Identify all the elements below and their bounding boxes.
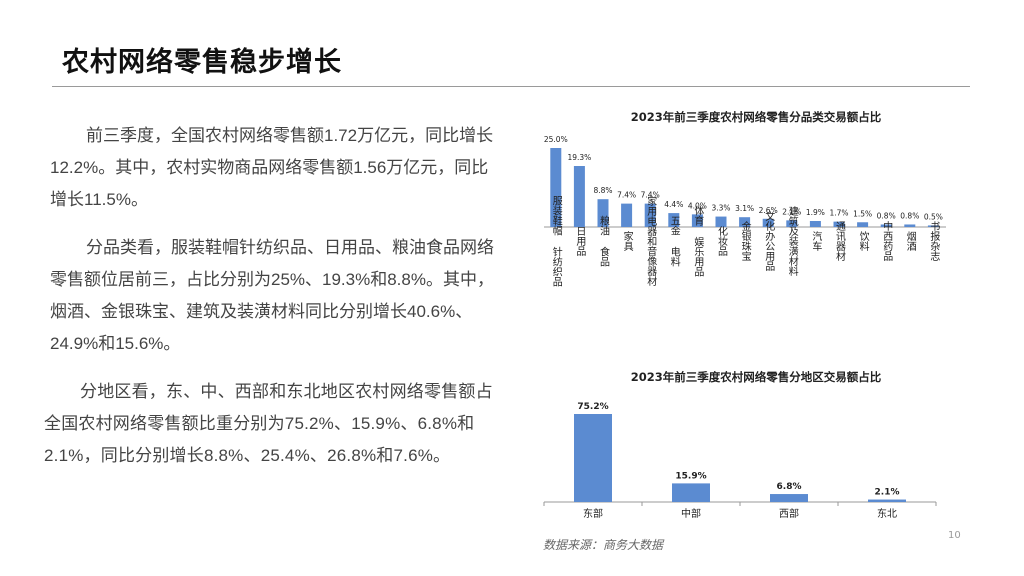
paragraph-total: 前三季度，全国农村网络零售额1.72万亿元，同比增长12.2%。其中，农村实物商… (50, 126, 494, 209)
bar-value-label: 0.8% (900, 211, 919, 220)
bar-value-label: 0.5% (924, 212, 943, 221)
bar-mark (691, 214, 703, 227)
region-bar-chart: 2023年前三季度农村网络零售分地区交易额占比 75.2% 东部 15.9% 中部 6.8… (543, 370, 937, 520)
bar-mark (597, 199, 609, 227)
category-label: 家具 (621, 230, 633, 252)
bar-value-label: 19.3% (567, 153, 591, 162)
category-label: 西部 (779, 507, 799, 520)
bar-mark (833, 221, 845, 227)
bar-mark (644, 203, 656, 227)
category-label: 五金 电料 (668, 216, 680, 268)
bar-value-label: 3.1% (735, 204, 754, 213)
bar-mark (809, 220, 821, 227)
paragraph-category: 分品类看，服装鞋帽针纺织品、日用品、粮油食品网络零售额位居前三，占比分别为25%… (50, 238, 494, 353)
bar-value-label: 1.5% (853, 209, 872, 218)
bar-mark (739, 217, 751, 227)
bar-mark (927, 225, 939, 227)
bar-value-label: 25.0% (544, 135, 568, 144)
bar-value-label: 2.1% (782, 207, 801, 216)
paragraph-region: 分地区看，东、中、西部和东北地区农村网络零售额占全国农村网络零售额比重分别为75… (44, 382, 493, 465)
category-label: 饮料 (857, 230, 869, 252)
bar-value-label: 1.9% (806, 208, 825, 217)
bar-mark (770, 494, 808, 502)
category-label: 中部 (681, 507, 701, 520)
bar-value-label: 4.4% (664, 200, 683, 209)
bar-mark (573, 166, 585, 227)
page-number: 10 (948, 530, 961, 541)
data-source-note: 数据来源：商务大数据 (543, 538, 664, 552)
title-divider (52, 86, 970, 87)
bar-mark (762, 218, 774, 227)
chart-title: 2023年前三季度农村网络零售分地区交易额占比 (631, 370, 882, 384)
bar-value-label: 15.9% (675, 471, 706, 481)
chart-title: 2023年前三季度农村网络零售分品类交易额占比 (631, 110, 882, 124)
category-label: 书报杂志 (928, 221, 940, 261)
category-label: 金银珠宝 (739, 220, 751, 261)
bar-value-label: 8.8% (593, 186, 612, 195)
bar-value-label: 7.4% (617, 191, 636, 200)
bar-mark (868, 499, 906, 502)
bar-mark (621, 203, 633, 227)
category-label: 建筑及装潢材料 (786, 205, 798, 277)
bar-value-label: 3.3% (711, 204, 730, 213)
bar-mark (715, 216, 727, 227)
category-label: 烟酒 (904, 230, 916, 252)
category-label: 东部 (583, 507, 603, 520)
bar-mark (574, 414, 612, 502)
bar-value-label: 1.7% (829, 209, 848, 218)
bar-value-label: 2.1% (875, 488, 900, 498)
bar-mark (880, 224, 892, 227)
bar-value-label: 2.6% (759, 206, 778, 215)
category-label: 日用品 (574, 226, 586, 257)
category-label: 文化办公用品 (763, 210, 775, 272)
slide-title: 农村网络零售稳步增长 (62, 47, 342, 78)
bar-value-label: 0.8% (877, 211, 896, 220)
category-label: 汽车 (810, 230, 822, 252)
category-label: 化妆品 (716, 225, 728, 257)
bar-mark (550, 148, 562, 227)
category-label: 中西药品 (881, 220, 893, 262)
category-bar-chart: 2023年前三季度农村网络零售分品类交易额占比 25.0% 服装鞋帽 针纺织品 19.… (544, 110, 946, 287)
category-label: 东北 (877, 507, 897, 520)
bar-mark (857, 222, 869, 227)
bar-mark (672, 483, 710, 502)
bar-mark (786, 220, 798, 227)
category-label: 通讯器材 (834, 221, 846, 261)
category-label: 家用电器和音像器材 (645, 195, 657, 286)
category-label: 体育 娱乐用品 (692, 205, 704, 277)
category-label: 粮油 食品 (598, 214, 610, 267)
bar-value-label: 6.8% (777, 482, 802, 492)
category-label: 服装鞋帽 针纺织品 (550, 195, 562, 287)
bar-mark (668, 213, 680, 227)
bar-value-label: 75.2% (577, 402, 608, 412)
bar-value-label: 4.0% (688, 201, 707, 210)
bar-mark (904, 224, 916, 227)
bar-value-label: 7.4% (641, 191, 660, 200)
